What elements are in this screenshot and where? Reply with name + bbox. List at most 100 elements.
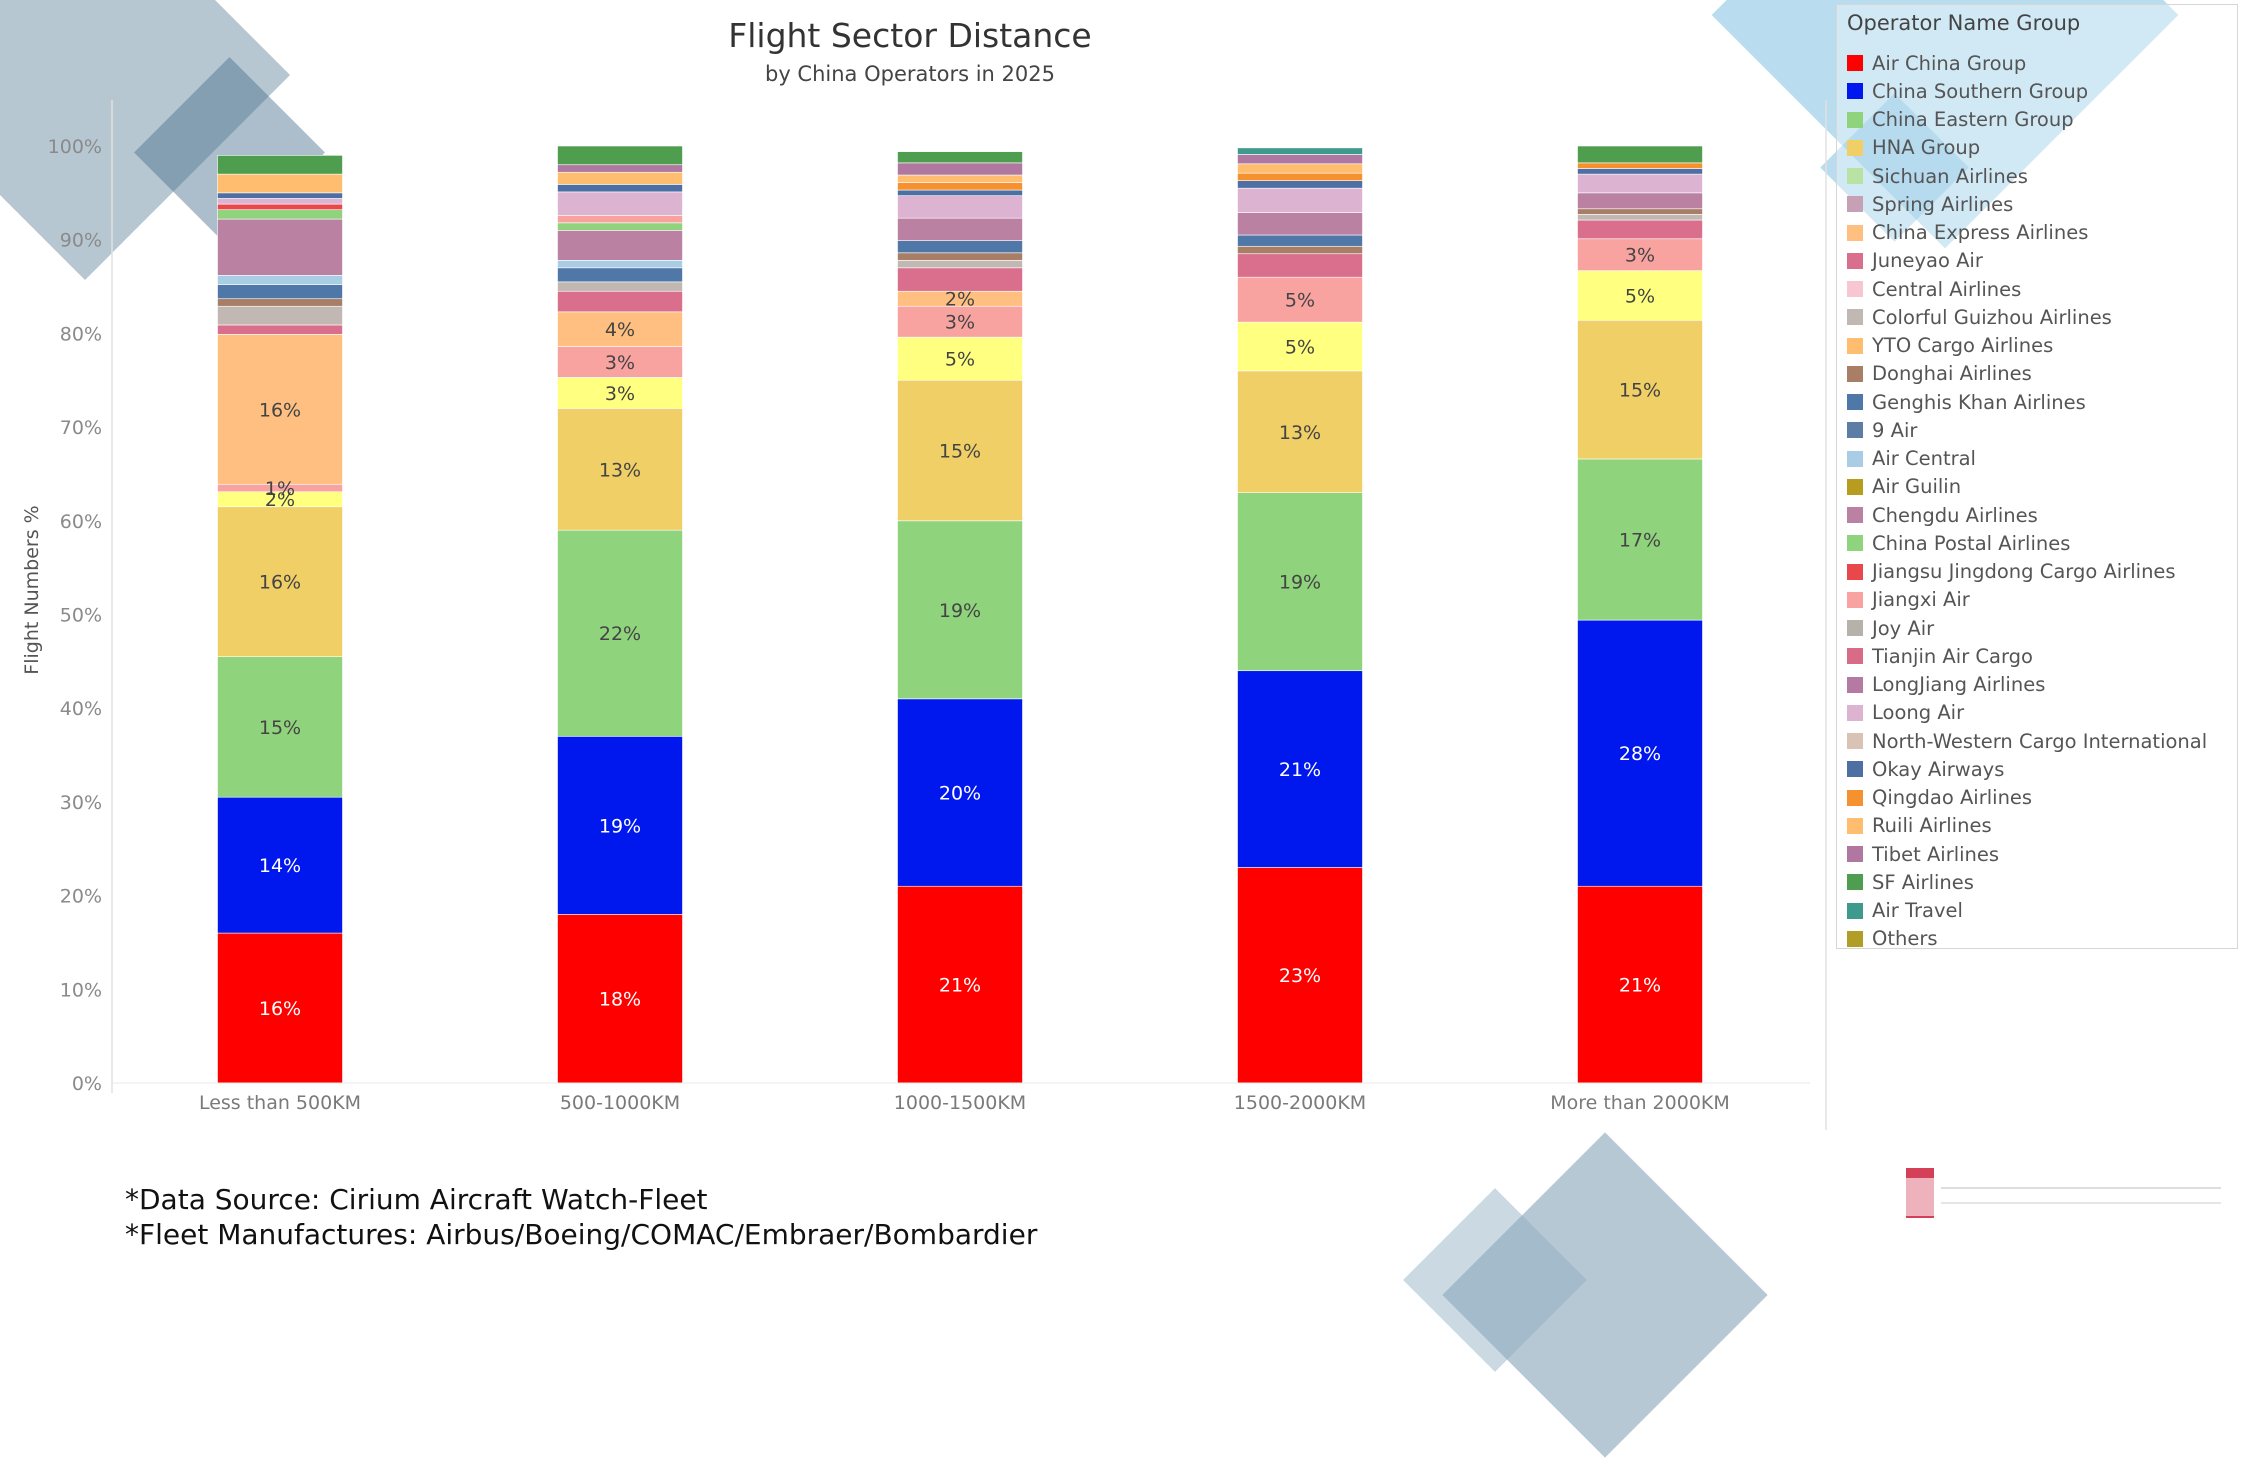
data-label: 3% xyxy=(945,312,975,334)
y-tick-label: 90% xyxy=(60,230,102,252)
y-tick-label: 20% xyxy=(60,886,102,908)
y-axis-title: Flight Numbers % xyxy=(21,505,43,674)
bar-segment xyxy=(1237,245,1363,255)
x-tick-label: 1000-1500KM xyxy=(894,1092,1026,1114)
bar-segment xyxy=(217,198,343,205)
legend-item: China Southern Group xyxy=(1847,77,2207,105)
bar-segment xyxy=(1237,180,1363,189)
bar-segment xyxy=(217,334,343,485)
data-label: 13% xyxy=(1279,422,1321,444)
data-label: 3% xyxy=(605,352,635,374)
legend-label: China Express Airlines xyxy=(1872,221,2089,245)
bar-segment xyxy=(217,192,343,199)
bar-segment xyxy=(897,189,1023,196)
data-label: 16% xyxy=(259,998,301,1020)
data-label: 15% xyxy=(1619,380,1661,402)
data-label: 2% xyxy=(945,289,975,311)
bar-segment xyxy=(557,184,683,193)
bar-segment xyxy=(897,162,1023,176)
legend-label: YTO Cargo Airlines xyxy=(1872,334,2054,358)
legend-item: China Eastern Group xyxy=(1847,106,2207,134)
legend-item: Colorful Guizhou Airlines xyxy=(1847,303,2207,331)
legend-item: Air China Group xyxy=(1847,49,2207,77)
bar-segment xyxy=(897,252,1023,261)
legend-swatch xyxy=(1847,507,1863,524)
legend-swatch xyxy=(1847,902,1863,919)
bars xyxy=(217,145,1703,1084)
legend-swatch xyxy=(1847,196,1863,213)
legend-swatch xyxy=(1847,478,1863,495)
bar-segment xyxy=(217,324,343,335)
legend-label: Tianjin Air Cargo xyxy=(1872,644,2033,668)
legend-item: HNA Group xyxy=(1847,134,2207,162)
footnote-data-source: *Data Source: Cirium Aircraft Watch-Flee… xyxy=(125,1183,708,1216)
legend-item: YTO Cargo Airlines xyxy=(1847,332,2207,360)
legend-swatch xyxy=(1847,817,1863,834)
bar-segment xyxy=(1237,212,1363,236)
data-label: 5% xyxy=(945,349,975,371)
legend-swatch xyxy=(1847,846,1863,863)
data-label: 16% xyxy=(259,399,301,421)
legend-item: Tibet Airlines xyxy=(1847,840,2207,868)
legend-item: Loong Air xyxy=(1847,699,2207,727)
legend-swatch xyxy=(1847,535,1863,552)
bar-segment xyxy=(557,736,683,915)
bar-segment xyxy=(1577,168,1703,175)
footnote-manufacturers: *Fleet Manufactures: Airbus/Boeing/COMAC… xyxy=(125,1218,1038,1251)
bar-segment xyxy=(557,145,683,166)
legend-item: Spring Airlines xyxy=(1847,190,2207,218)
legend-item: LongJiang Airlines xyxy=(1847,671,2207,699)
legend-swatch xyxy=(1847,224,1863,241)
data-label: 5% xyxy=(1285,337,1315,359)
bar-segment xyxy=(557,290,683,313)
x-tick-label: Less than 500KM xyxy=(199,1092,361,1114)
y-tick-label: 0% xyxy=(72,1073,102,1095)
legend-item: China Postal Airlines xyxy=(1847,529,2207,557)
legend-label: Others xyxy=(1872,927,1938,951)
legend-item: Tianjin Air Cargo xyxy=(1847,642,2207,670)
bar-segment xyxy=(897,174,1023,183)
data-label: 1% xyxy=(265,478,295,500)
bar-segment xyxy=(217,305,343,326)
data-label: 21% xyxy=(1279,759,1321,781)
legend-swatch xyxy=(1847,281,1863,298)
data-label: 18% xyxy=(599,989,641,1011)
data-label: 20% xyxy=(939,783,981,805)
bar-segment xyxy=(1237,321,1363,372)
legend-label: Qingdao Airlines xyxy=(1872,786,2033,810)
data-label: 22% xyxy=(599,623,641,645)
legend: Operator Name Group Air China Group China… xyxy=(1836,4,2238,950)
bar-segment xyxy=(1577,173,1703,194)
legend-item: Okay Airways xyxy=(1847,755,2207,783)
legend-label: Air China Group xyxy=(1872,51,2027,75)
bar-segment xyxy=(897,885,1023,1084)
legend-label: Donghai Airlines xyxy=(1872,362,2032,386)
legend-item: SF Airlines xyxy=(1847,868,2207,896)
legend-label: 9 Air xyxy=(1872,418,1918,442)
bar-segment xyxy=(1577,214,1703,221)
legend-label: Loong Air xyxy=(1872,701,1965,725)
bar-segment xyxy=(217,275,343,285)
bar-segment xyxy=(557,346,683,378)
data-label: 28% xyxy=(1619,743,1661,765)
legend-item: Genghis Khan Airlines xyxy=(1847,388,2207,416)
legend-label: Air Guilin xyxy=(1872,475,1962,499)
legend-swatch xyxy=(1847,676,1863,693)
bar-segment xyxy=(1577,270,1703,321)
legend-label: Jiangsu Jingdong Cargo Airlines xyxy=(1872,560,2176,584)
legend-swatch xyxy=(1847,168,1863,185)
legend-swatch xyxy=(1847,648,1863,665)
data-label: 15% xyxy=(939,441,981,463)
bar-segment xyxy=(557,164,683,173)
legend-list: Air China Group China Southern Group China… xyxy=(1847,49,2207,953)
legend-swatch xyxy=(1847,789,1863,806)
legend-label: China Southern Group xyxy=(1872,79,2089,103)
legend-label: Sichuan Airlines xyxy=(1872,164,2028,188)
chart-title: Flight Sector Distance xyxy=(728,16,1092,55)
bar-segment xyxy=(1577,208,1703,215)
bar-segment xyxy=(557,311,683,347)
bar-segment xyxy=(557,171,683,185)
bar-segment xyxy=(217,203,343,211)
legend-label: Central Airlines xyxy=(1872,277,2022,301)
bar-segment xyxy=(217,218,343,276)
